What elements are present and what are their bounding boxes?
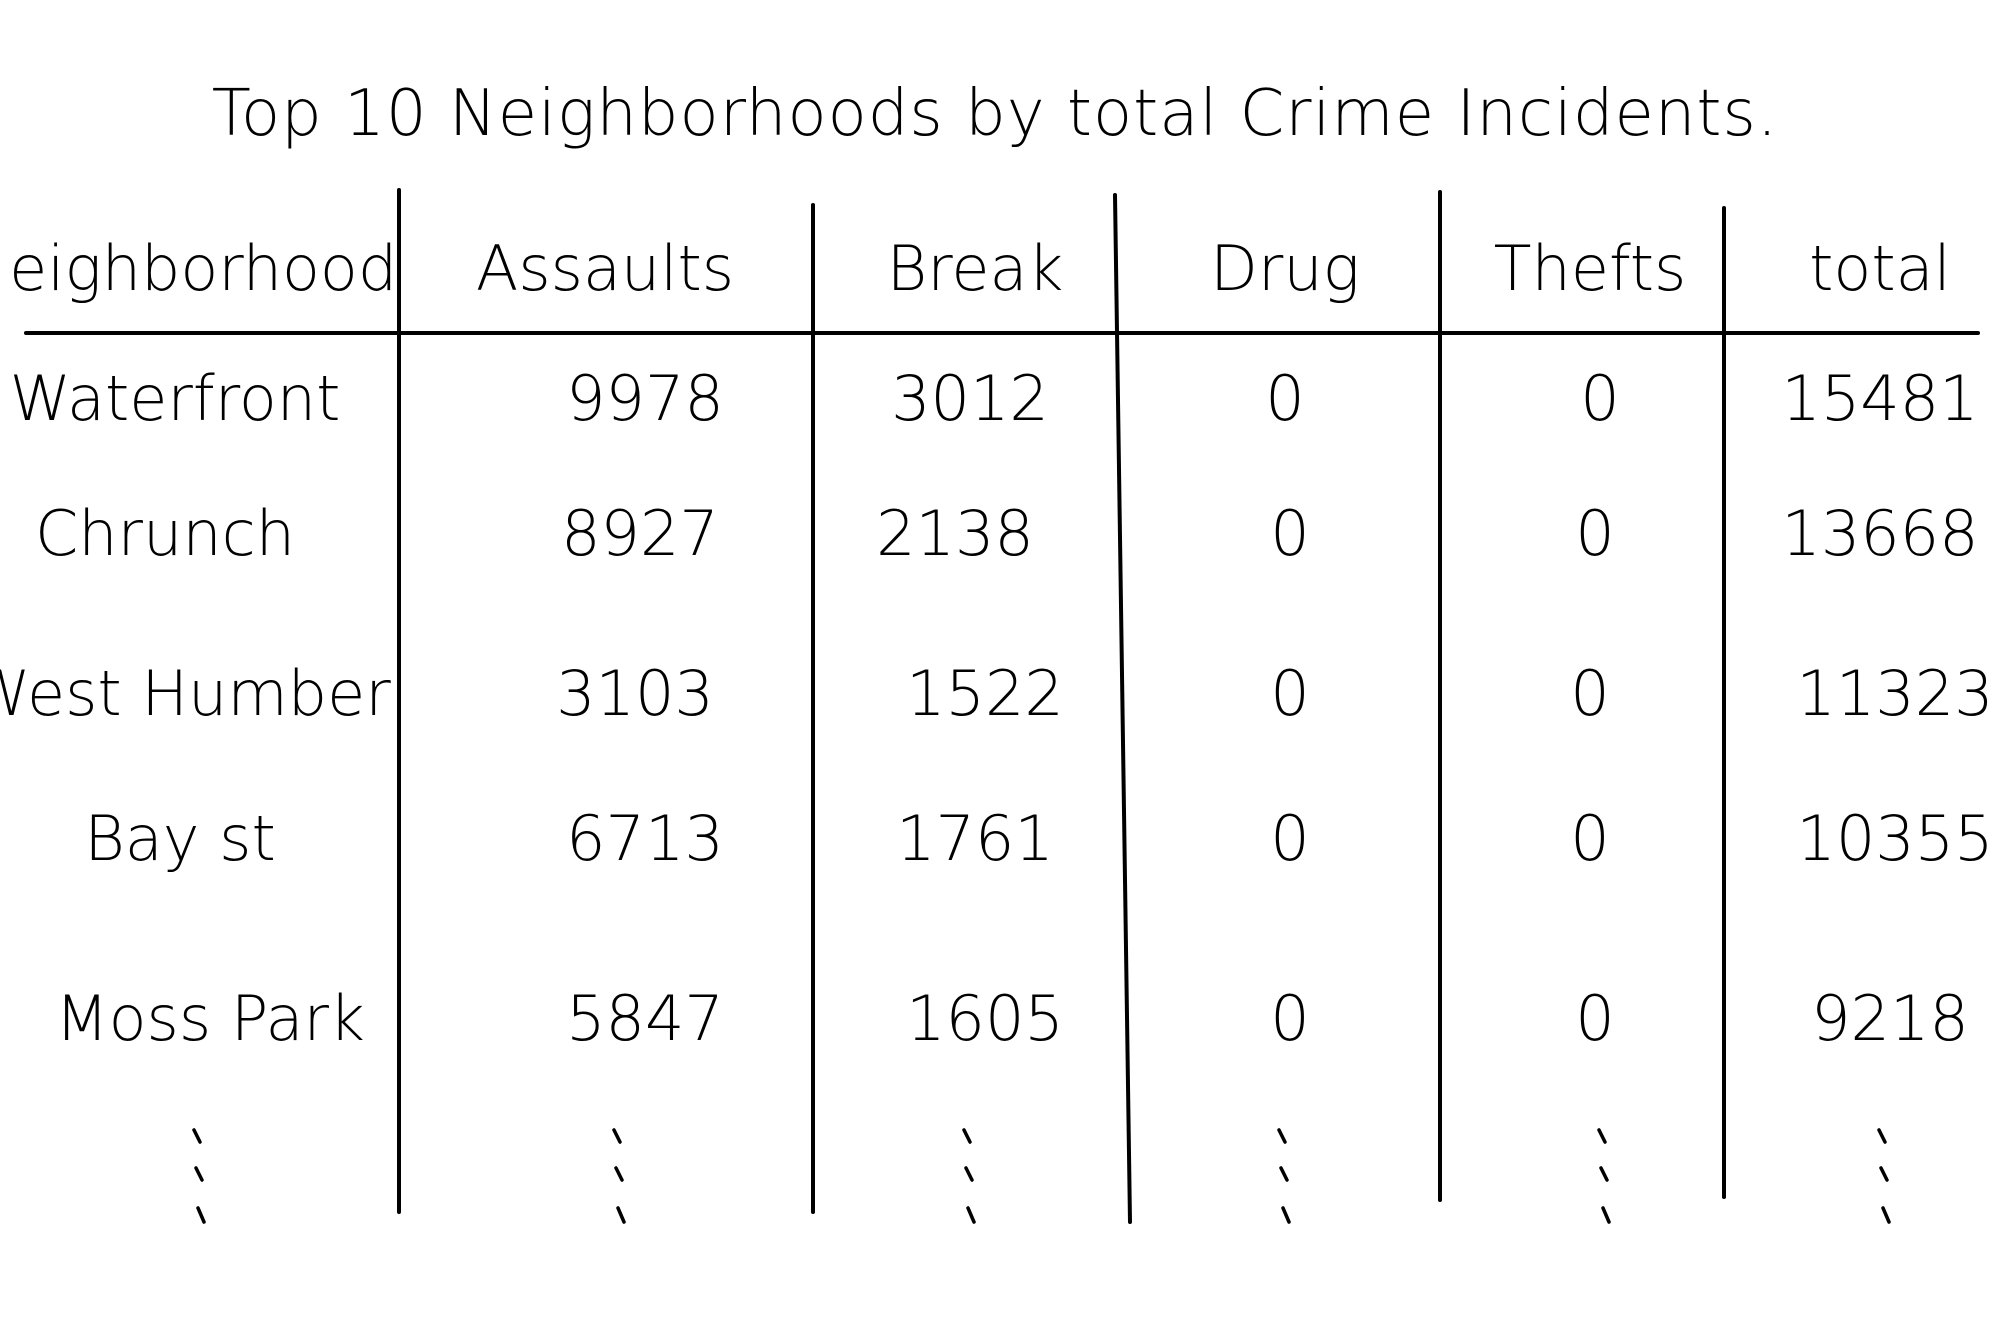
continuation-dots bbox=[192, 1128, 1891, 1224]
header-row: Neighborhood Assaults Break Drug Thefts total bbox=[0, 232, 1951, 305]
column-divider-3 bbox=[1113, 193, 1132, 1224]
cell-break: 2138 bbox=[876, 497, 1034, 570]
cell-total: 10355 bbox=[1796, 802, 1993, 875]
continuation-mark-3 bbox=[962, 1128, 976, 1224]
table-body: Waterfront 9978 3012 0 0 15481 Chrunch 8927 2138… bbox=[0, 362, 1994, 1055]
continuation-mark-6 bbox=[1877, 1128, 1891, 1224]
column-header-neighborhood: Neighborhood bbox=[0, 232, 397, 305]
cell-neighborhood: Waterfront bbox=[10, 362, 341, 435]
cell-assaults: 3103 bbox=[556, 657, 714, 730]
cell-thefts: 0 bbox=[1570, 657, 1609, 730]
cell-neighborhood: Chrunch bbox=[35, 497, 295, 570]
cell-break: 1522 bbox=[906, 657, 1064, 730]
column-header-break: Break bbox=[887, 232, 1064, 305]
cell-drug: 0 bbox=[1265, 362, 1304, 435]
cell-thefts: 0 bbox=[1570, 802, 1609, 875]
column-header-assaults: Assaults bbox=[476, 232, 734, 305]
cell-drug: 0 bbox=[1270, 657, 1309, 730]
cell-assaults: 5847 bbox=[566, 982, 724, 1055]
cell-total: 11323 bbox=[1796, 657, 1993, 730]
cell-total: 15481 bbox=[1781, 362, 1978, 435]
table-row: Waterfront 9978 3012 0 0 15481 bbox=[10, 362, 1979, 435]
cell-thefts: 0 bbox=[1580, 362, 1619, 435]
cell-neighborhood: West Humber bbox=[0, 657, 391, 730]
cell-total: 13668 bbox=[1781, 497, 1978, 570]
cell-assaults: 8927 bbox=[561, 497, 719, 570]
column-header-thefts: Thefts bbox=[1494, 232, 1687, 305]
cell-break: 1761 bbox=[896, 802, 1054, 875]
cell-neighborhood: Moss Park bbox=[55, 982, 365, 1055]
cell-neighborhood: Bay st bbox=[84, 802, 276, 875]
cell-drug: 0 bbox=[1270, 497, 1309, 570]
cell-thefts: 0 bbox=[1575, 497, 1614, 570]
continuation-mark-2 bbox=[612, 1128, 626, 1224]
continuation-mark-5 bbox=[1597, 1128, 1611, 1224]
table-row: West Humber 3103 1522 0 0 11323 bbox=[0, 657, 1994, 730]
column-header-total: total bbox=[1809, 232, 1951, 305]
continuation-mark-1 bbox=[192, 1128, 206, 1224]
cell-thefts: 0 bbox=[1575, 982, 1614, 1055]
cell-assaults: 9978 bbox=[566, 362, 724, 435]
continuation-mark-4 bbox=[1277, 1128, 1291, 1224]
table-grid bbox=[24, 188, 1980, 1224]
column-header-drug: Drug bbox=[1210, 232, 1360, 305]
cell-drug: 0 bbox=[1270, 802, 1309, 875]
cell-break: 3012 bbox=[891, 362, 1049, 435]
table-row: Chrunch 8927 2138 0 0 13668 bbox=[35, 497, 1979, 570]
cell-total: 9218 bbox=[1811, 982, 1969, 1055]
table-row: Bay st 6713 1761 0 0 10355 bbox=[84, 802, 1993, 875]
table-row: Moss Park 5847 1605 0 0 9218 bbox=[55, 982, 1969, 1055]
cell-assaults: 6713 bbox=[566, 802, 724, 875]
cell-drug: 0 bbox=[1270, 982, 1309, 1055]
cell-break: 1605 bbox=[906, 982, 1064, 1055]
table-title: Top 10 Neighborhoods by total Crime Inci… bbox=[212, 77, 1778, 151]
